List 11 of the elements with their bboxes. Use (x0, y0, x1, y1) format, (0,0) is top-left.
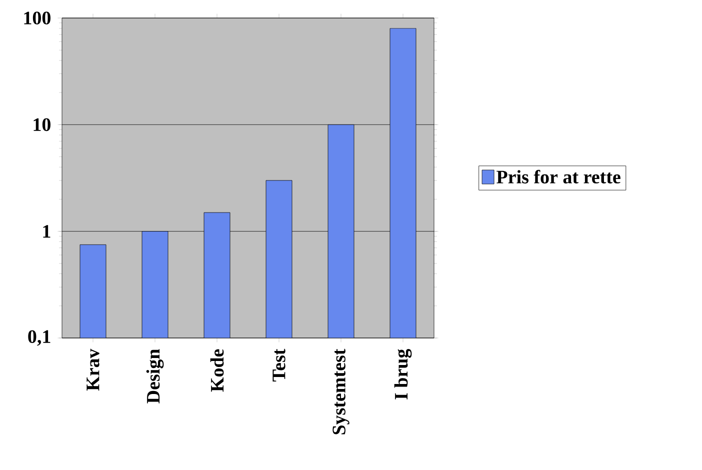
x-tick-label: Design (146, 349, 164, 404)
legend-label: Pris for at rette (496, 170, 620, 184)
x-tick-label: Test (272, 348, 286, 382)
y-tick-label: 1 (43, 225, 50, 238)
x-tick-label: Kode (210, 349, 224, 392)
y-tick-label: 100 (24, 12, 50, 24)
y-tick-label: 10 (34, 118, 50, 132)
x-tick-label: I brug (394, 348, 412, 400)
x-tick-label: Krav (86, 348, 100, 391)
y-tick-label: 0,1 (28, 330, 50, 346)
x-tick-label: Systemtest (332, 348, 350, 434)
